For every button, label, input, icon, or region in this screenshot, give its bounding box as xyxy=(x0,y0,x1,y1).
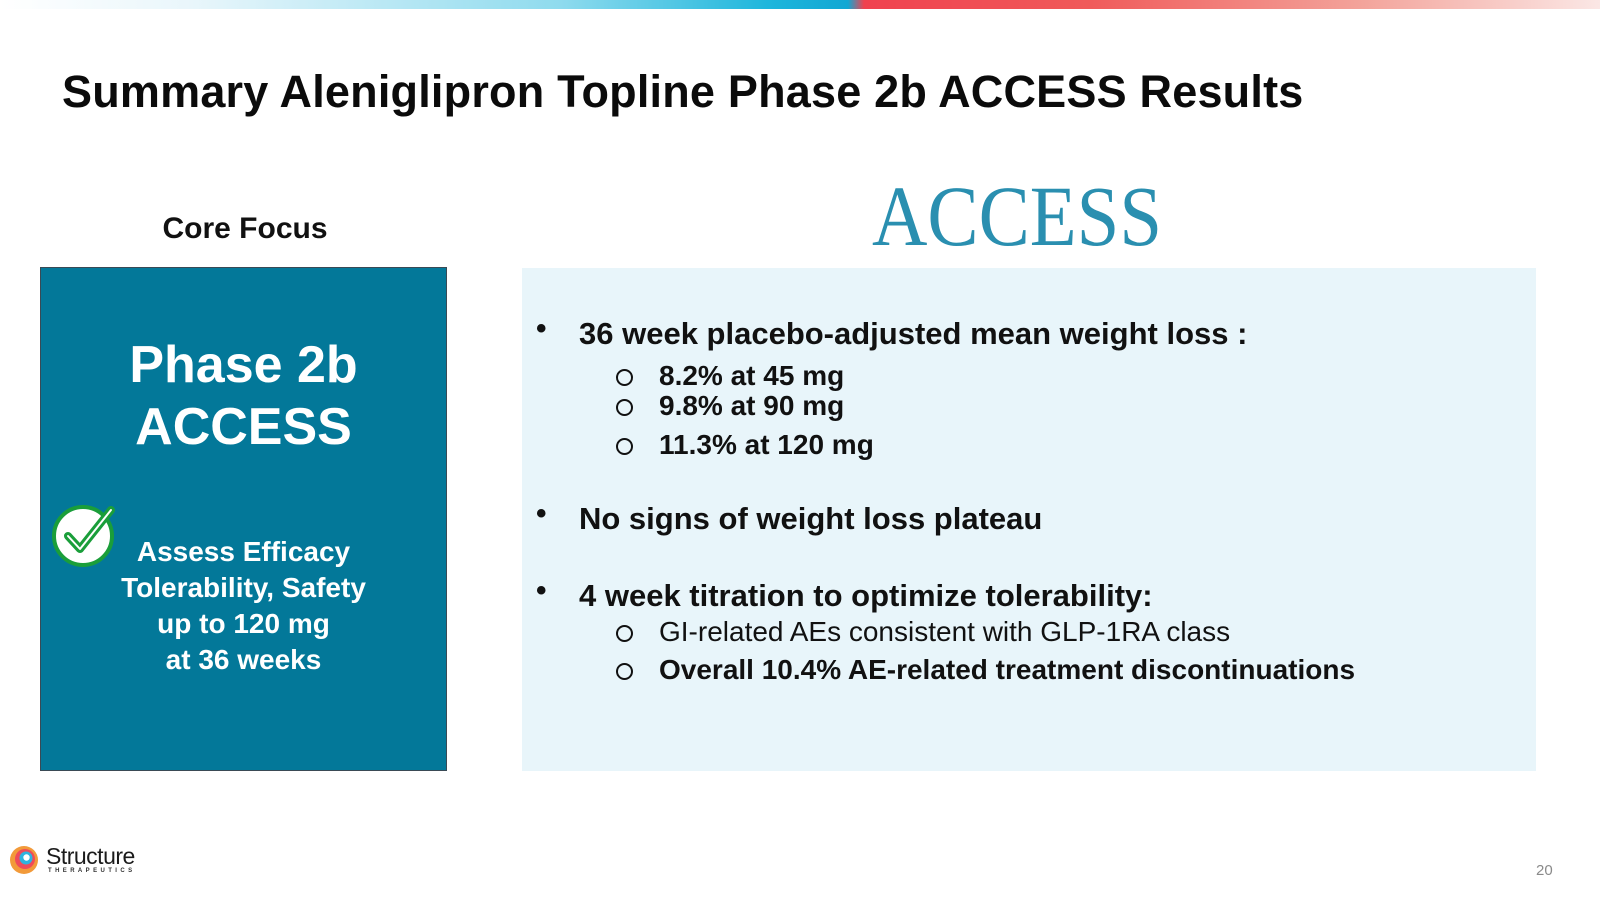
slide-title: Summary Aleniglipron Topline Phase 2b AC… xyxy=(62,66,1304,117)
focus-desc-line: up to 120 mg xyxy=(157,608,330,639)
subitem-text: GI-related AEs consistent with GLP-1RA c… xyxy=(659,616,1231,647)
bullet-dot-icon: • xyxy=(536,574,547,607)
hollow-bullet-icon xyxy=(616,369,633,386)
results-panel: • 36 week placebo-adjusted mean weight l… xyxy=(522,268,1536,771)
access-logo-text: ACCESS xyxy=(872,170,1162,256)
subitem-text: Overall 10.4% AE-related treatment disco… xyxy=(659,654,1356,685)
subitem-text: 9.8% at 90 mg xyxy=(659,390,845,421)
brand-name: Structure xyxy=(46,843,135,869)
core-focus-label: Core Focus xyxy=(162,212,328,245)
focus-desc-line: at 36 weeks xyxy=(165,644,322,675)
bullet-text: 4 week titration to optimize tolerabilit… xyxy=(579,578,1153,613)
hollow-bullet-icon xyxy=(616,625,633,642)
bullet-text: 36 week placebo-adjusted mean weight los… xyxy=(579,316,1248,351)
focus-desc-line: Assess Efficacy xyxy=(136,536,351,567)
hollow-bullet-icon xyxy=(616,438,633,455)
subitem-text: 11.3% at 120 mg xyxy=(659,429,874,460)
page-number: 20 xyxy=(1536,862,1553,879)
core-focus-box: Phase 2b ACCESS Assess Efficacy Tolerabi… xyxy=(40,267,447,771)
hollow-bullet-icon xyxy=(616,399,633,416)
focus-desc-line: Tolerability, Safety xyxy=(121,572,366,603)
focus-heading-line1: Phase 2b xyxy=(129,336,358,394)
hollow-bullet-icon xyxy=(616,663,633,680)
checkmark-icon xyxy=(52,505,115,567)
bullet-dot-icon: • xyxy=(536,497,547,530)
brand-subtitle: THERAPEUTICS xyxy=(48,868,136,874)
bullet-text: No signs of weight loss plateau xyxy=(579,501,1043,536)
structure-therapeutics-logo: Structure THERAPEUTICS xyxy=(8,843,168,879)
structure-logo-icon xyxy=(10,846,38,874)
top-gradient-bar xyxy=(0,0,1600,9)
subitem-text: 8.2% at 45 mg xyxy=(659,360,845,391)
focus-heading: Phase 2b ACCESS xyxy=(41,334,446,458)
access-logo: ACCESS xyxy=(872,170,1162,256)
focus-description: Assess Efficacy Tolerability, Safety up … xyxy=(41,534,446,678)
bullet-dot-icon: • xyxy=(536,312,547,345)
focus-heading-line2: ACCESS xyxy=(135,398,352,456)
